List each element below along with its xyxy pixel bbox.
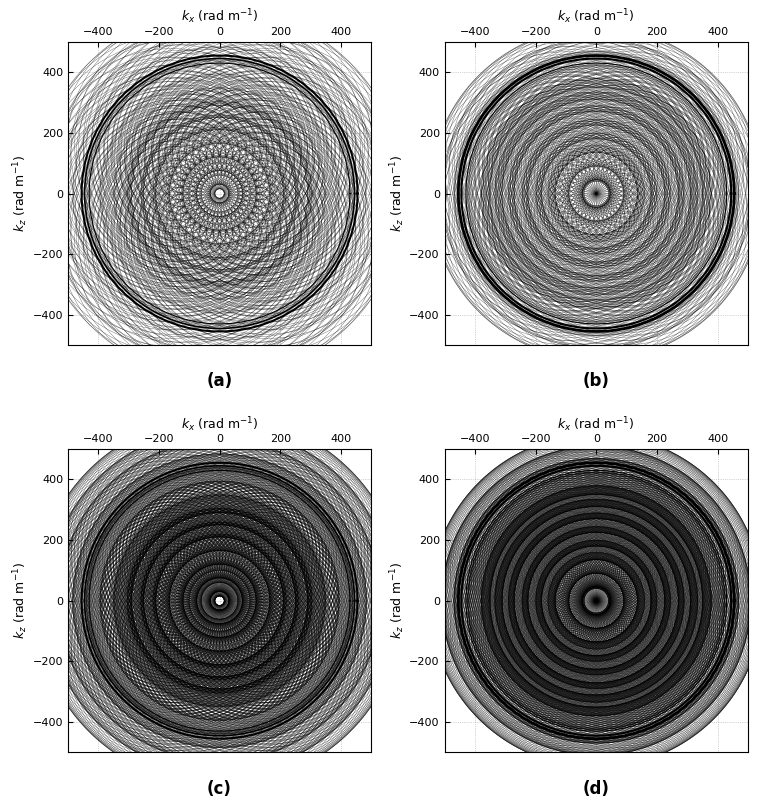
Text: (c): (c): [207, 780, 232, 798]
Y-axis label: $k_z$ (rad m$^{-1}$): $k_z$ (rad m$^{-1}$): [388, 155, 407, 232]
X-axis label: $k_x$ (rad m$^{-1}$): $k_x$ (rad m$^{-1}$): [181, 415, 258, 434]
Y-axis label: $k_z$ (rad m$^{-1}$): $k_z$ (rad m$^{-1}$): [11, 562, 30, 639]
Y-axis label: $k_z$ (rad m$^{-1}$): $k_z$ (rad m$^{-1}$): [388, 562, 407, 639]
X-axis label: $k_x$ (rad m$^{-1}$): $k_x$ (rad m$^{-1}$): [557, 415, 635, 434]
Y-axis label: $k_z$ (rad m$^{-1}$): $k_z$ (rad m$^{-1}$): [11, 155, 30, 232]
Text: (d): (d): [583, 780, 609, 798]
Text: (b): (b): [583, 372, 609, 391]
X-axis label: $k_x$ (rad m$^{-1}$): $k_x$ (rad m$^{-1}$): [557, 7, 635, 26]
X-axis label: $k_x$ (rad m$^{-1}$): $k_x$ (rad m$^{-1}$): [181, 7, 258, 26]
Text: (a): (a): [206, 372, 232, 391]
